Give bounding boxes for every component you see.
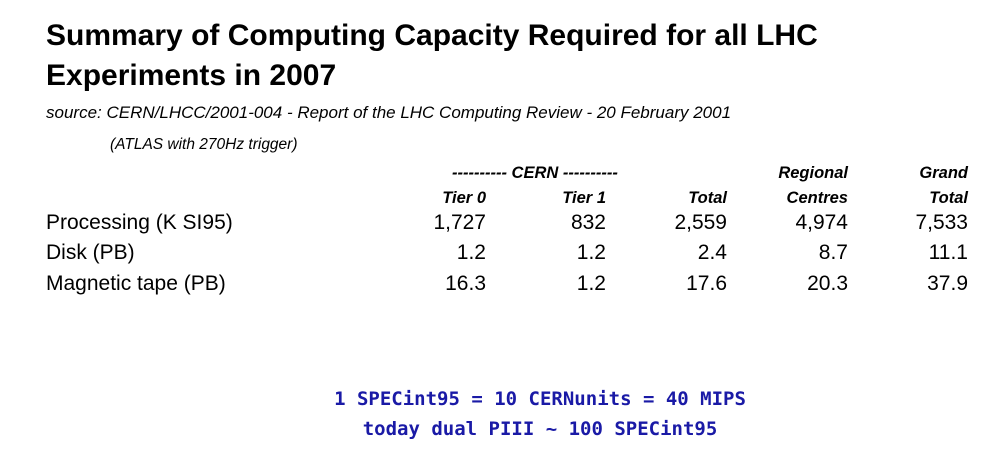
cell-tape-cern-total: 17.6 — [686, 272, 727, 295]
cell-processing-cern-total: 2,559 — [674, 211, 727, 234]
cell-processing-tier1: 832 — [570, 211, 606, 234]
row-label-processing: Processing (K SI95) — [46, 211, 233, 234]
grand-header-top: Grand — [919, 164, 968, 182]
column-header-tier0: Tier 0 — [442, 189, 486, 207]
column-header-regional-centres: Centres — [786, 189, 848, 207]
cell-tape-regional: 20.3 — [807, 272, 848, 295]
cell-processing-regional: 4,974 — [795, 211, 848, 234]
page-title: Summary of Computing Capacity Required f… — [46, 19, 818, 92]
column-header-tier1: Tier 1 — [562, 189, 606, 207]
source-citation: source: CERN/LHCC/2001-004 - Report of t… — [46, 103, 732, 122]
column-header-cern-total: Total — [688, 189, 727, 207]
cell-disk-tier1: 1.2 — [576, 241, 606, 264]
row-label-disk: Disk (PB) — [46, 241, 135, 264]
cell-disk-tier0: 1.2 — [456, 241, 486, 264]
cell-processing-tier0: 1,727 — [433, 211, 486, 234]
cell-tape-tier0: 16.3 — [445, 272, 486, 295]
footer-specint-equivalence: 1 SPECint95 = 10 CERNunits = 40 MIPS — [334, 388, 746, 410]
regional-header-top: Regional — [778, 164, 848, 182]
cern-group-header: ---------- CERN ---------- — [452, 164, 618, 182]
cell-disk-grand-total: 11.1 — [928, 241, 968, 264]
cell-tape-tier1: 1.2 — [576, 272, 606, 295]
cell-tape-grand-total: 37.9 — [927, 272, 968, 295]
trigger-note: (ATLAS with 270Hz trigger) — [110, 136, 298, 153]
footer-dual-piii-note: today dual PIII ~ 100 SPECint95 — [362, 418, 718, 440]
column-header-grand-total: Total — [929, 189, 968, 207]
row-label-magnetic-tape: Magnetic tape (PB) — [46, 272, 226, 295]
cell-disk-cern-total: 2.4 — [697, 241, 727, 264]
cell-processing-grand-total: 7,533 — [915, 211, 968, 234]
cell-disk-regional: 8.7 — [818, 241, 848, 264]
